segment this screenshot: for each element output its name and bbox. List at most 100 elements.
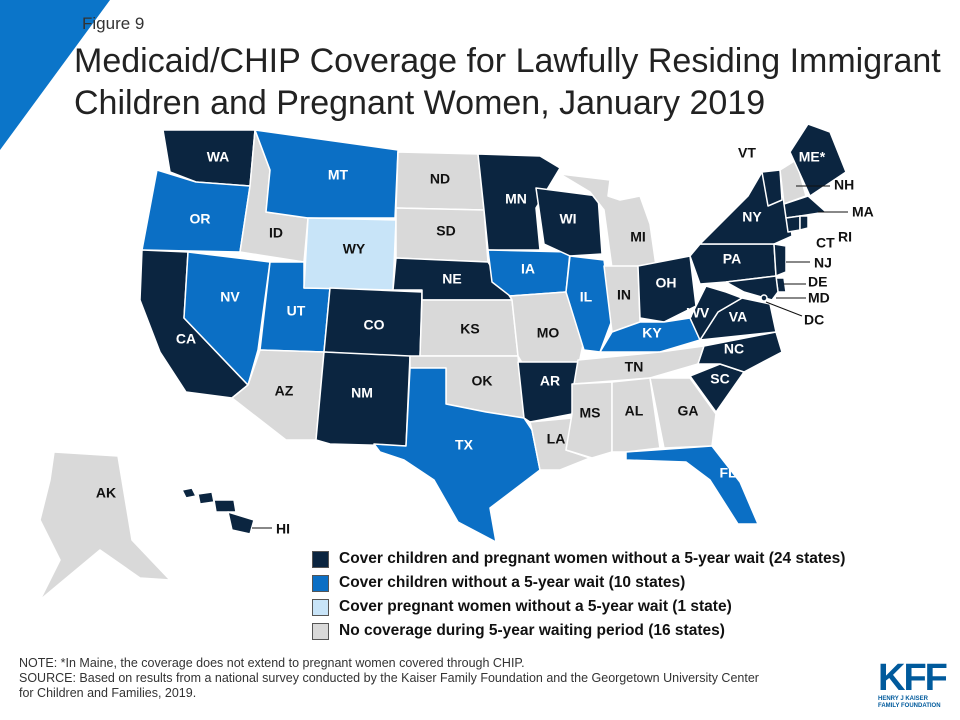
state-nc xyxy=(697,331,783,373)
state-label-hi: HI xyxy=(276,521,290,537)
leader-line-dc xyxy=(765,301,803,317)
note-text: NOTE: *In Maine, the coverage does not e… xyxy=(19,656,525,670)
logo-line-2: FAMILY FOUNDATION xyxy=(878,703,941,709)
state-label-pa: PA xyxy=(723,251,741,267)
state-me xyxy=(789,123,847,197)
state-fl xyxy=(625,445,759,525)
state-label-ks: KS xyxy=(460,321,479,337)
state-hi xyxy=(181,487,255,535)
state-vt xyxy=(761,169,783,207)
legend-label-medium: Cover children without a 5-year wait (10… xyxy=(339,574,686,591)
state-ct xyxy=(785,215,801,233)
state-al xyxy=(611,377,661,453)
state-tx xyxy=(373,367,541,543)
state-ma xyxy=(783,195,827,219)
legend-swatch-gray xyxy=(312,622,329,640)
state-label-nd: ND xyxy=(430,171,450,187)
legend-label-gray: No coverage during 5-year waiting period… xyxy=(339,622,725,639)
state-wi xyxy=(535,187,603,257)
legend-item-dark: Cover children and pregnant women withou… xyxy=(312,547,845,571)
state-label-wa: WA xyxy=(207,149,230,165)
state-label-va: VA xyxy=(729,309,747,325)
state-ri xyxy=(799,215,809,231)
state-label-ri: RI xyxy=(838,229,852,245)
state-label-mo: MO xyxy=(537,325,560,341)
state-label-nc: NC xyxy=(724,341,744,357)
state-label-tx: TX xyxy=(455,437,474,453)
state-label-de: DE xyxy=(808,274,827,290)
state-label-mn: MN xyxy=(505,191,527,207)
state-label-ma: MA xyxy=(852,204,874,220)
logo-mark: KFF xyxy=(878,657,948,699)
legend-item-gray: No coverage during 5-year waiting period… xyxy=(312,619,845,643)
figure-label: Figure 9 xyxy=(82,14,145,33)
legend-label-light: Cover pregnant women without a 5-year wa… xyxy=(339,598,732,615)
state-ak xyxy=(39,451,171,601)
state-label-nh: NH xyxy=(834,177,854,193)
state-label-mi: MI xyxy=(630,229,646,245)
state-ky xyxy=(599,317,701,353)
state-label-ca: CA xyxy=(176,331,196,347)
state-ga xyxy=(649,377,717,449)
state-label-ms: MS xyxy=(580,405,601,421)
source-text-line-2: for Children and Families, 2019. xyxy=(19,686,197,700)
state-label-or: OR xyxy=(190,211,211,227)
state-label-ak: AK xyxy=(96,485,116,501)
state-label-ga: GA xyxy=(678,403,699,419)
state-label-md: MD xyxy=(808,290,830,306)
state-label-ct: CT xyxy=(816,235,835,251)
state-wv xyxy=(689,285,743,341)
state-label-ia: IA xyxy=(521,261,535,277)
kff-logo: KFF HENRY J KAISER FAMILY FOUNDATION xyxy=(878,657,948,710)
state-label-wv: WV xyxy=(687,305,710,321)
logo-line-1: HENRY J KAISER xyxy=(878,696,929,702)
corner-accent xyxy=(0,0,110,150)
state-label-ut: UT xyxy=(287,303,306,319)
state-label-oh: OH xyxy=(656,275,677,291)
state-mt xyxy=(254,129,399,219)
state-label-wi: WI xyxy=(559,211,576,227)
state-label-ny: NY xyxy=(742,209,762,225)
corner-triangle xyxy=(0,0,110,150)
legend-label-dark: Cover children and pregnant women withou… xyxy=(339,550,846,567)
legend-swatch-light xyxy=(312,598,329,616)
state-mi xyxy=(559,173,657,269)
state-ar xyxy=(517,361,579,423)
legend-swatch-dark xyxy=(312,550,329,568)
state-label-tn: TN xyxy=(625,359,644,375)
state-label-ky: KY xyxy=(642,325,662,341)
state-label-id: ID xyxy=(269,225,283,241)
state-label-ar: AR xyxy=(540,373,560,389)
legend-swatch-medium xyxy=(312,574,329,592)
state-label-vt: VT xyxy=(738,145,756,161)
state-label-nj: NJ xyxy=(814,255,832,271)
state-nv xyxy=(183,251,271,386)
state-label-ok: OK xyxy=(472,373,493,389)
state-label-nv: NV xyxy=(220,289,240,305)
state-label-me: ME* xyxy=(799,149,826,165)
state-label-in: IN xyxy=(617,287,631,303)
state-label-az: AZ xyxy=(275,383,294,399)
state-label-wy: WY xyxy=(343,241,366,257)
state-label-fl: FL xyxy=(719,465,737,481)
state-label-la: LA xyxy=(547,431,566,447)
legend: Cover children and pregnant women withou… xyxy=(312,547,845,643)
state-oh xyxy=(637,255,697,323)
page-title: Medicaid/CHIP Coverage for Lawfully Resi… xyxy=(74,42,941,122)
state-md xyxy=(725,275,779,301)
state-label-nm: NM xyxy=(351,385,373,401)
state-label-sd: SD xyxy=(436,223,455,239)
state-nj xyxy=(773,243,787,277)
source-text-line-1: SOURCE: Based on results from a national… xyxy=(19,671,759,685)
state-label-mt: MT xyxy=(328,167,349,183)
source-note: NOTE: *In Maine, the coverage does not e… xyxy=(19,656,879,701)
state-mn xyxy=(477,153,561,251)
state-label-sc: SC xyxy=(710,371,729,387)
legend-item-medium: Cover children without a 5-year wait (10… xyxy=(312,571,845,595)
state-label-co: CO xyxy=(364,317,385,333)
legend-item-light: Cover pregnant women without a 5-year wa… xyxy=(312,595,845,619)
state-label-il: IL xyxy=(580,289,593,305)
state-label-ne: NE xyxy=(442,271,461,287)
state-nm xyxy=(315,351,411,447)
